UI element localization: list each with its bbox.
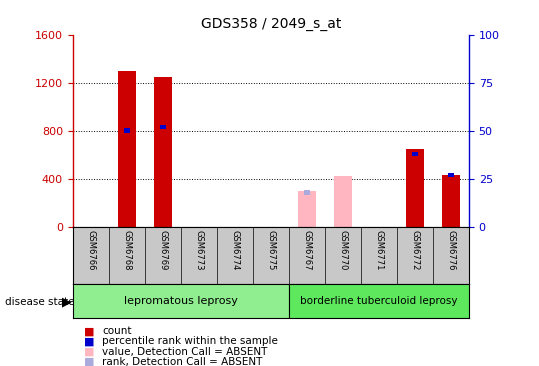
Text: GSM6774: GSM6774: [230, 230, 239, 270]
Text: borderline tuberculoid leprosy: borderline tuberculoid leprosy: [300, 296, 458, 306]
Title: GDS358 / 2049_s_at: GDS358 / 2049_s_at: [201, 17, 341, 31]
Bar: [123, 128, 130, 133]
Text: GSM6773: GSM6773: [195, 230, 203, 270]
Bar: [303, 190, 310, 195]
Text: rank, Detection Call = ABSENT: rank, Detection Call = ABSENT: [102, 357, 263, 366]
Text: ▶: ▶: [62, 295, 72, 309]
Bar: [160, 124, 166, 130]
Bar: [154, 77, 172, 227]
Text: count: count: [102, 326, 132, 336]
Text: ■: ■: [84, 347, 94, 357]
Bar: [406, 149, 424, 227]
Bar: [73, 284, 289, 318]
Text: percentile rank within the sample: percentile rank within the sample: [102, 336, 278, 347]
Text: GSM6766: GSM6766: [86, 230, 95, 270]
Bar: [289, 284, 469, 318]
Bar: [412, 152, 418, 156]
Bar: [448, 173, 454, 178]
Text: lepromatous leprosy: lepromatous leprosy: [124, 296, 238, 306]
Text: ■: ■: [84, 336, 94, 347]
Text: GSM6768: GSM6768: [122, 230, 132, 270]
Text: value, Detection Call = ABSENT: value, Detection Call = ABSENT: [102, 347, 268, 357]
Text: disease state: disease state: [5, 297, 75, 307]
Text: GSM6772: GSM6772: [410, 230, 419, 270]
Bar: [298, 191, 316, 227]
Text: GSM6775: GSM6775: [266, 230, 275, 270]
Text: GSM6769: GSM6769: [158, 230, 167, 270]
Text: GSM6771: GSM6771: [375, 230, 383, 270]
Text: ■: ■: [84, 326, 94, 336]
Bar: [442, 175, 460, 227]
Text: GSM6776: GSM6776: [446, 230, 455, 270]
Text: GSM6770: GSM6770: [338, 230, 347, 270]
Bar: [334, 176, 352, 227]
Text: GSM6767: GSM6767: [302, 230, 312, 270]
Bar: [118, 71, 136, 227]
Text: ■: ■: [84, 357, 94, 366]
